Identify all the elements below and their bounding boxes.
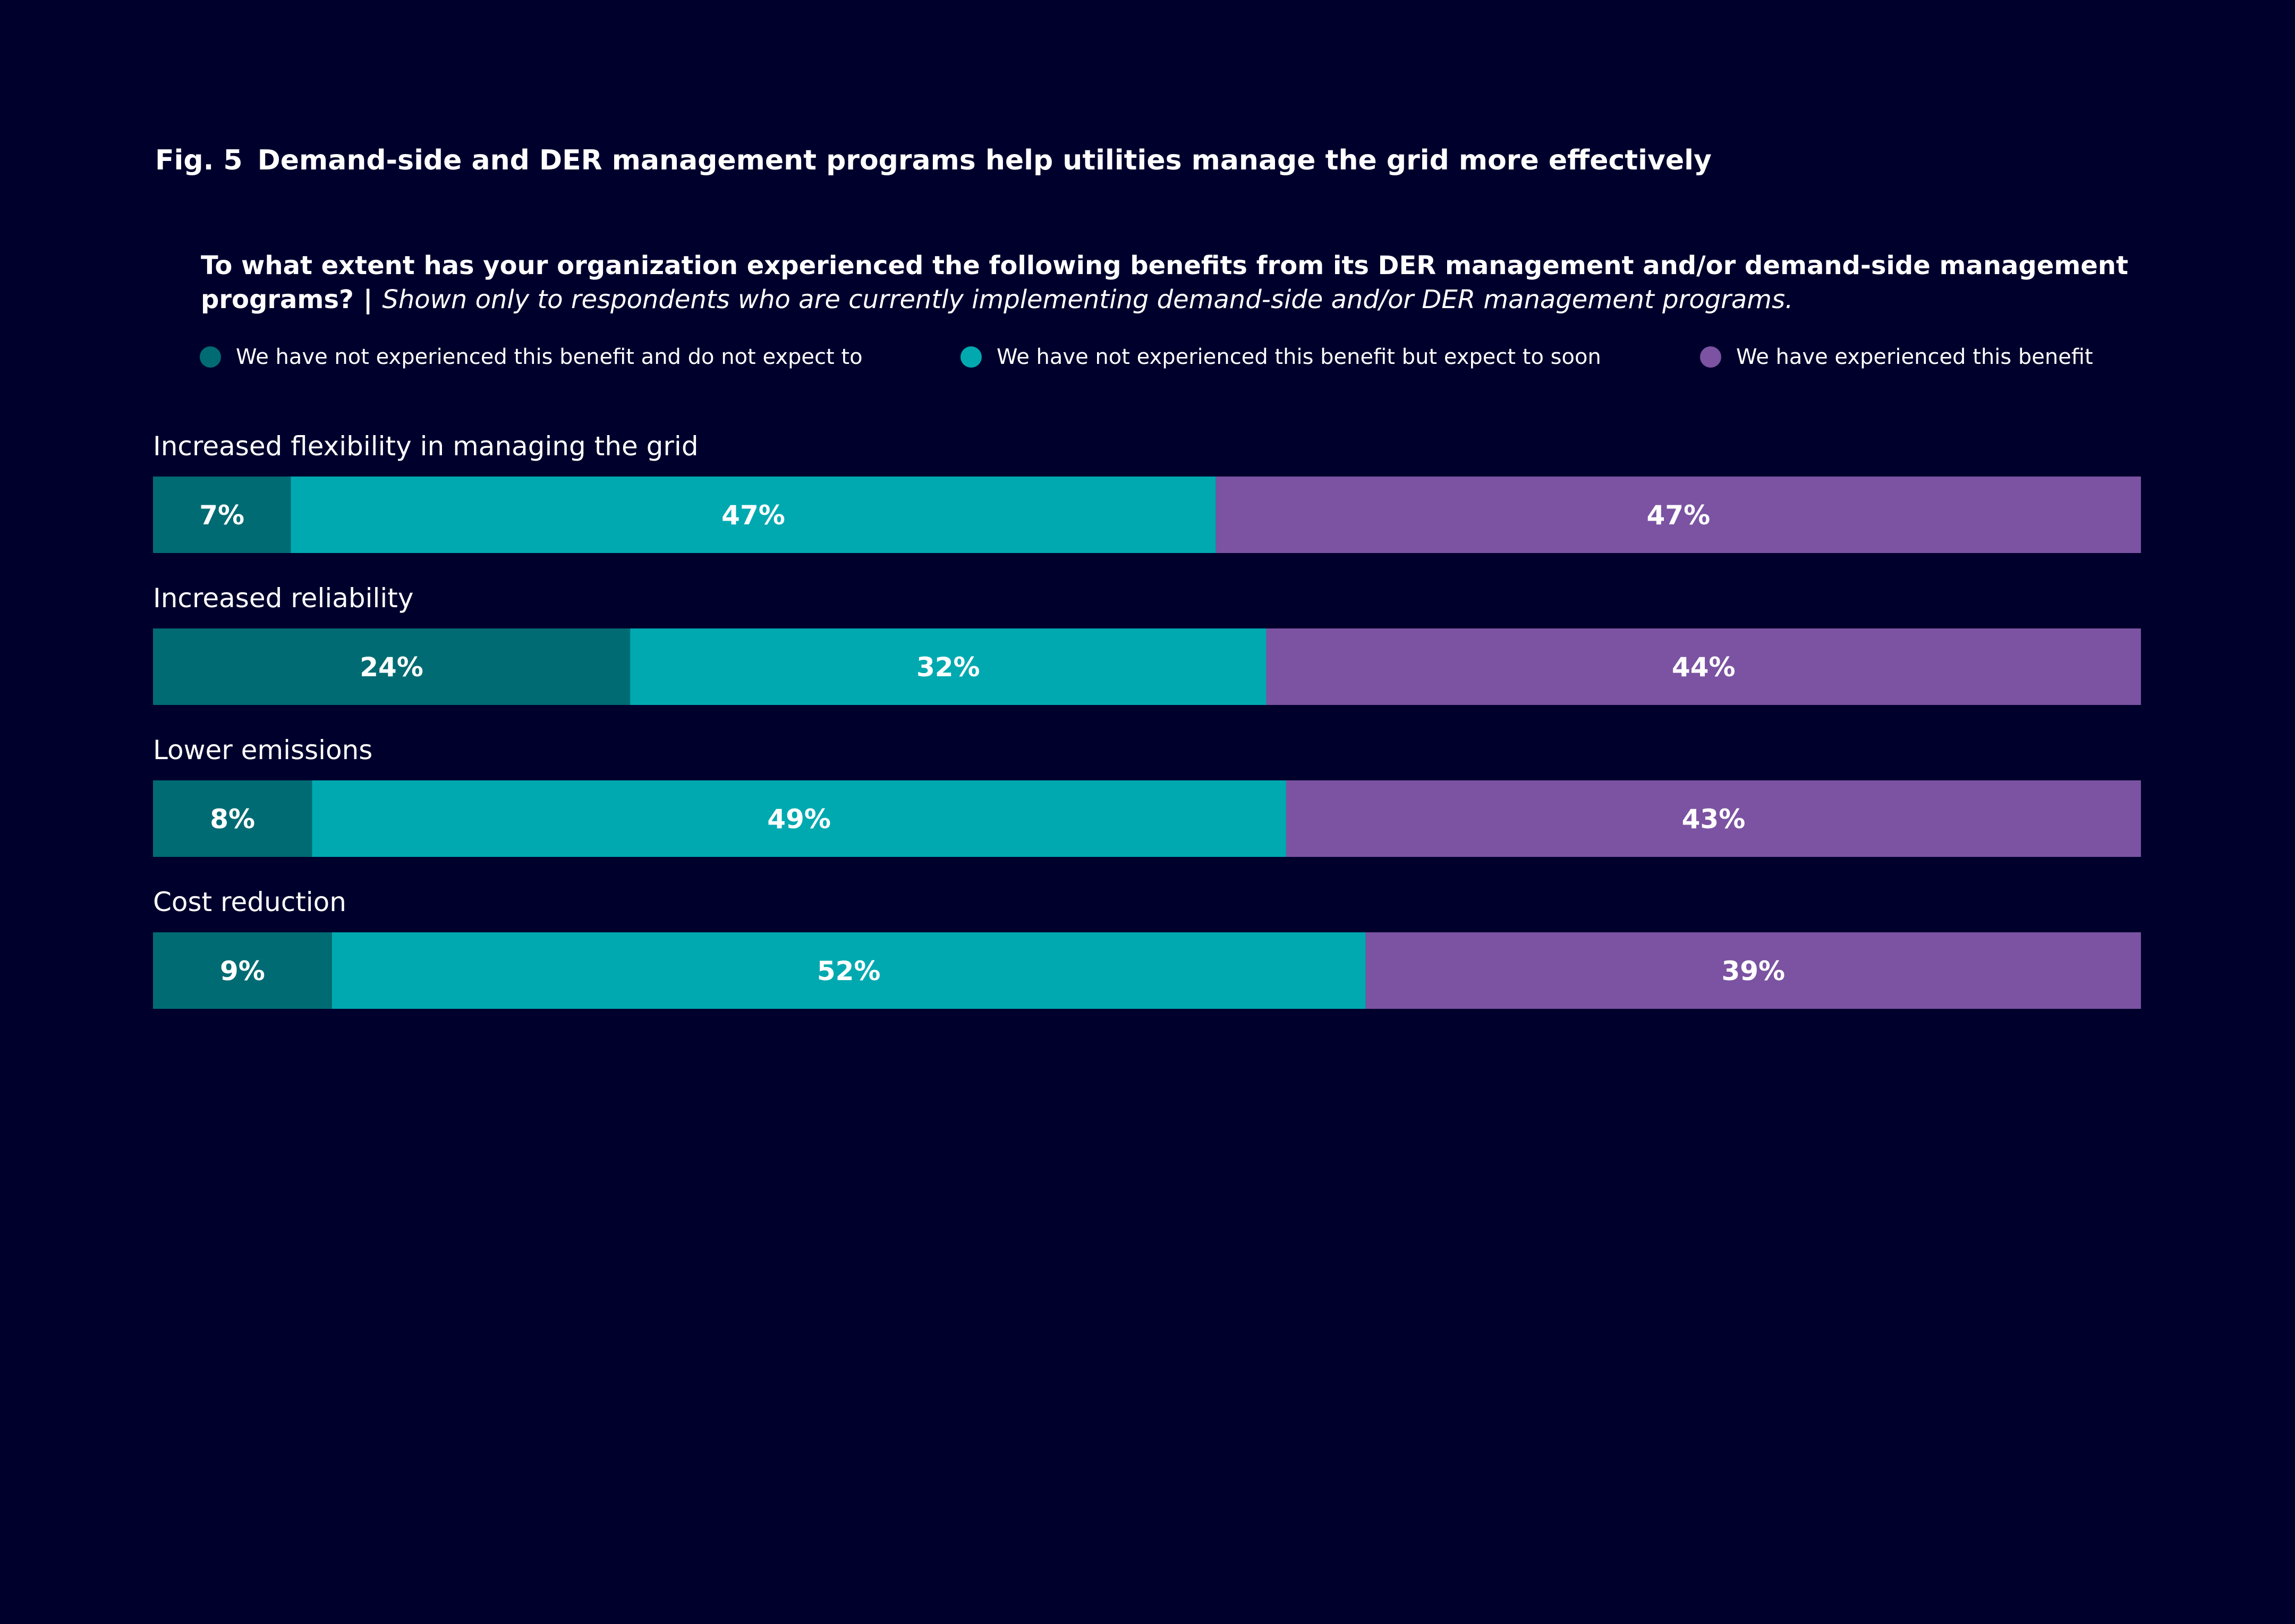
legend-label: We have not experienced this benefit but… [997, 345, 1601, 369]
category-label: Cost reduction [153, 887, 346, 917]
bar-segment-expect-soon [332, 932, 1366, 1009]
legend-item-experienced: We have experienced this benefit [1700, 344, 2093, 370]
legend-dot-icon [200, 346, 221, 368]
category-label: Lower emissions [153, 735, 372, 766]
survey-question: To what extent has your organization exp… [201, 249, 2135, 317]
bar-segment-no-benefit [153, 780, 312, 857]
bar-value-label: 52% [817, 956, 881, 987]
question-separator: | [363, 285, 373, 314]
bar-segment-experienced [1266, 628, 2141, 705]
bar-value-label: 24% [360, 652, 423, 683]
bar-segment-expect-soon [291, 477, 1216, 553]
bar-value-label: 44% [1672, 652, 1736, 683]
bar-segment-experienced [1365, 932, 2141, 1009]
bar-value-label: 47% [1646, 500, 1710, 531]
bar-value-label: 49% [767, 804, 831, 835]
figure-number: Fig. 5 [155, 144, 243, 176]
legend-label: We have not experienced this benefit and… [236, 345, 863, 369]
bar-value-label: 39% [1721, 956, 1785, 987]
bar-value-label: 7% [199, 500, 244, 531]
bar-value-label: 32% [916, 652, 980, 683]
bar-segment-expect-soon [312, 780, 1286, 857]
legend-item-no-benefit: We have not experienced this benefit and… [200, 344, 863, 370]
figure-title: Fig. 5 Demand-side and DER management pro… [155, 144, 1712, 176]
bar-value-label: 43% [1682, 804, 1746, 835]
question-note: Shown only to respondents who are curren… [382, 285, 1794, 314]
category-label: Increased flexibility in managing the gr… [153, 431, 699, 462]
bar-value-label: 47% [721, 500, 785, 531]
bar-segment-no-benefit [153, 628, 631, 705]
legend-label: We have experienced this benefit [1736, 345, 2093, 369]
legend-item-expect-soon: We have not experienced this benefit but… [960, 344, 1601, 370]
bar-segment-no-benefit [153, 477, 291, 553]
figure-title-text: Demand-side and DER management programs … [257, 144, 1712, 176]
question-text: To what extent has your organization exp… [201, 251, 2129, 314]
bar-segment-experienced [1216, 477, 2141, 553]
bar-value-label: 8% [210, 804, 255, 835]
legend-dot-icon [1700, 346, 1721, 368]
legend-dot-icon [960, 346, 982, 368]
bar-segment-no-benefit [153, 932, 332, 1009]
bar-segment-experienced [1286, 780, 2141, 857]
bar-value-label: 9% [220, 956, 265, 987]
category-label: Increased reliability [153, 583, 413, 614]
bar-segment-expect-soon [630, 628, 1266, 705]
